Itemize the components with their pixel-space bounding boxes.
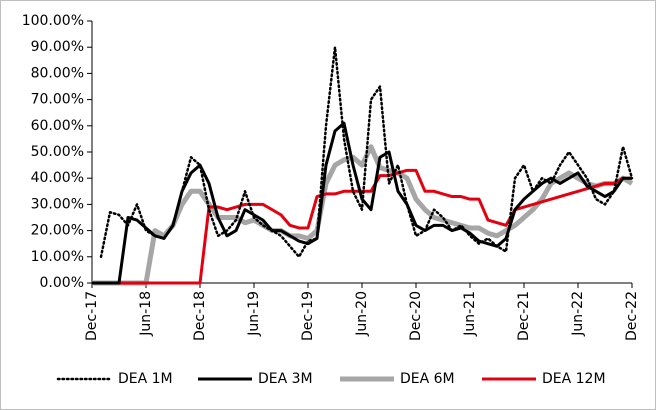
y-tick-label: 20.00% bbox=[31, 223, 84, 239]
x-tick-label: Jun-21 bbox=[462, 291, 478, 337]
y-tick-label: 60.00% bbox=[31, 118, 84, 134]
series-line bbox=[99, 45, 634, 259]
x-tick-label: Dec-22 bbox=[624, 291, 640, 341]
y-tick-label: 0.00% bbox=[40, 275, 84, 291]
x-tick-label: Jun-20 bbox=[354, 291, 370, 337]
legend-label: DEA 1M bbox=[118, 371, 173, 387]
y-tick-label: 40.00% bbox=[31, 170, 84, 186]
legend-label: DEA 12M bbox=[542, 371, 606, 387]
x-tick-label: Dec-20 bbox=[408, 291, 424, 341]
legend-label: DEA 6M bbox=[400, 371, 455, 387]
legend-label: DEA 3M bbox=[258, 371, 313, 387]
y-tick-label: 90.00% bbox=[31, 39, 84, 55]
x-tick-label: Dec-17 bbox=[84, 291, 100, 341]
y-tick-label: 70.00% bbox=[31, 92, 84, 108]
x-tick-label: Jun-22 bbox=[570, 291, 586, 337]
series-line bbox=[92, 168, 632, 285]
y-tick-label: 30.00% bbox=[31, 196, 84, 212]
y-tick-label: 100.00% bbox=[22, 13, 84, 29]
x-tick-label: Dec-18 bbox=[192, 291, 208, 341]
x-tick-label: Jun-19 bbox=[246, 291, 262, 337]
y-tick-label: 50.00% bbox=[31, 144, 84, 160]
x-tick-label: Dec-19 bbox=[300, 291, 316, 341]
series-line bbox=[92, 144, 634, 286]
x-tick-label: Dec-21 bbox=[516, 291, 532, 341]
y-tick-label: 80.00% bbox=[31, 65, 84, 81]
x-tick-label: Jun-18 bbox=[138, 291, 154, 337]
y-tick-label: 10.00% bbox=[31, 249, 84, 265]
